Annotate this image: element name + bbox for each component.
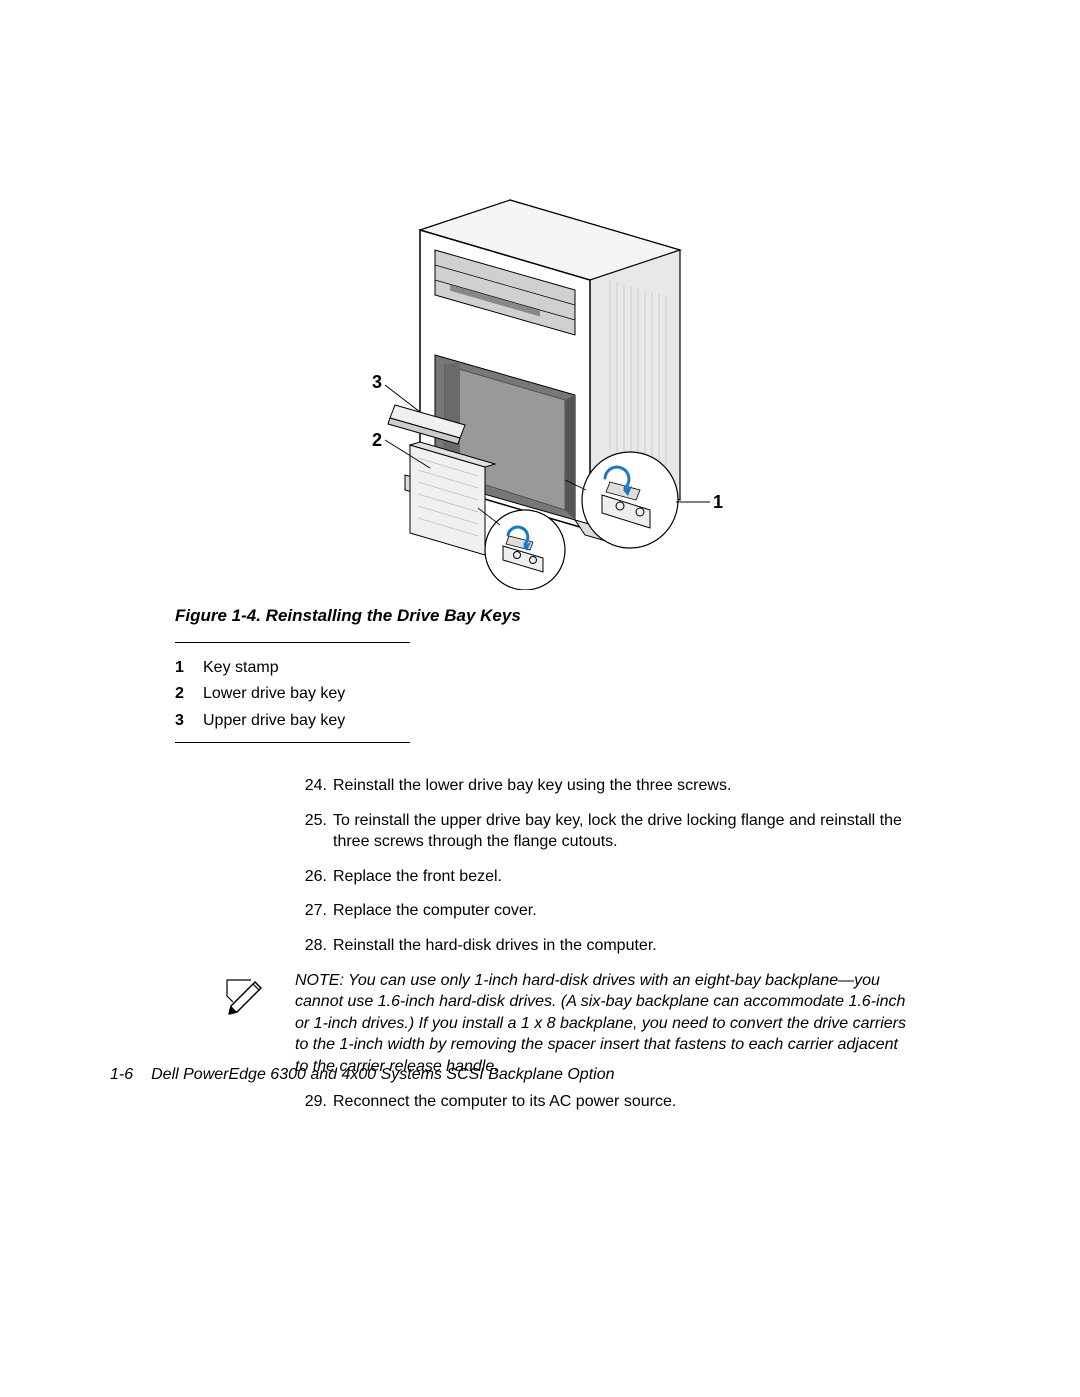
step-28: 28. Reinstall the hard-disk drives in th… [295, 935, 915, 957]
page-footer: 1-6 Dell PowerEdge 6300 and 4x00 Systems … [110, 1066, 615, 1084]
step-text: Replace the computer cover. [333, 900, 537, 922]
legend-rule-bottom [175, 742, 410, 743]
step-29: 29. Reconnect the computer to its AC pow… [295, 1091, 915, 1113]
step-number: 28. [295, 935, 327, 957]
note-icon-column [225, 970, 295, 1078]
figure-caption: Figure 1-4. Reinstalling the Drive Bay K… [175, 606, 521, 626]
step-26: 26. Replace the front bezel. [295, 866, 915, 888]
figure-illustration: 3 2 1 [350, 190, 750, 590]
note-icon [225, 972, 269, 1016]
callout-3: 3 [372, 372, 382, 393]
step-text: Replace the front bezel. [333, 866, 502, 888]
step-number: 26. [295, 866, 327, 888]
note-text: NOTE: You can use only 1-inch hard-disk … [295, 970, 915, 1078]
legend-num: 3 [175, 708, 203, 734]
step-text: Reinstall the hard-disk drives in the co… [333, 935, 657, 957]
callout-2: 2 [372, 430, 382, 451]
document-page: 3 2 1 Figure 1-4. Reinstalling the Drive… [0, 0, 1080, 1397]
step-number: 27. [295, 900, 327, 922]
legend-row: 3 Upper drive bay key [175, 708, 345, 734]
legend-row: 2 Lower drive bay key [175, 681, 345, 707]
legend-text: Key stamp [203, 655, 279, 681]
step-27: 27. Replace the computer cover. [295, 900, 915, 922]
step-text: To reinstall the upper drive bay key, lo… [333, 810, 915, 853]
note-block: NOTE: You can use only 1-inch hard-disk … [295, 970, 915, 1078]
step-text: Reinstall the lower drive bay key using … [333, 775, 731, 797]
legend-rule-top [175, 642, 410, 643]
step-number: 24. [295, 775, 327, 797]
step-text: Reconnect the computer to its AC power s… [333, 1091, 676, 1113]
legend-text: Upper drive bay key [203, 708, 345, 734]
drive-bay-diagram [350, 190, 750, 590]
step-number: 29. [295, 1091, 327, 1113]
step-25: 25. To reinstall the upper drive bay key… [295, 810, 915, 853]
step-number: 25. [295, 810, 327, 853]
legend-num: 1 [175, 655, 203, 681]
legend-num: 2 [175, 681, 203, 707]
callout-1: 1 [713, 492, 723, 513]
legend-text: Lower drive bay key [203, 681, 345, 707]
footer-title: Dell PowerEdge 6300 and 4x00 Systems SCS… [151, 1066, 614, 1083]
footer-page-number: 1-6 [110, 1066, 133, 1083]
figure-legend: 1 Key stamp 2 Lower drive bay key 3 Uppe… [175, 655, 345, 734]
step-24: 24. Reinstall the lower drive bay key us… [295, 775, 915, 797]
legend-row: 1 Key stamp [175, 655, 345, 681]
